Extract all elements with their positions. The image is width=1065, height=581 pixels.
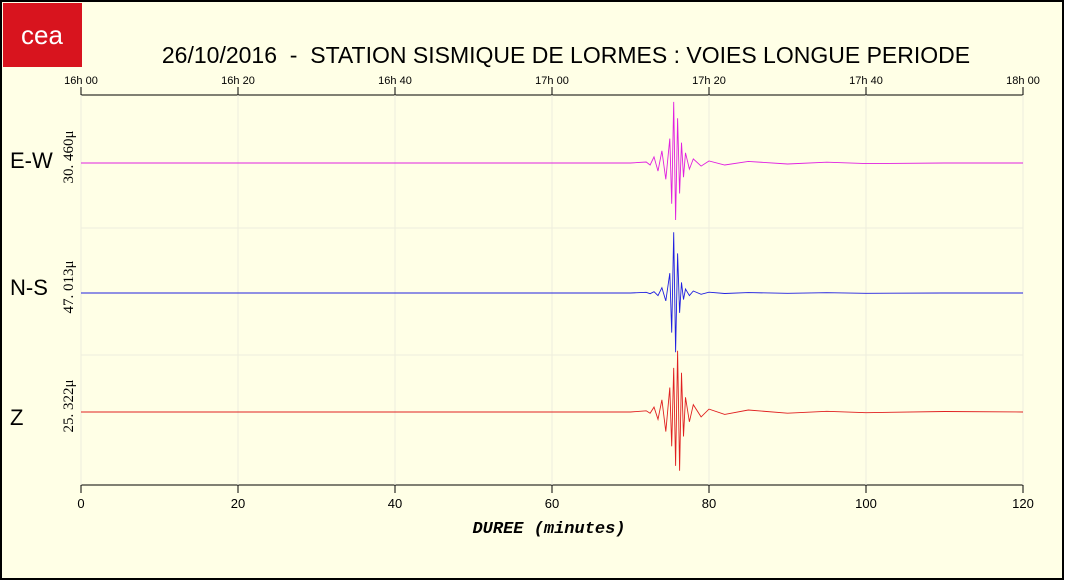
top-tick-label: 17h 20 [692, 75, 726, 87]
chart-title: 26/10/2016 - STATION SISMIQUE DE LORMES … [162, 42, 970, 68]
top-tick-label: 16h 40 [378, 75, 412, 87]
x-axis-title: DUREE (minutes) [472, 520, 625, 539]
x-tick-label: 0 [77, 496, 84, 511]
logo-text: cea [21, 20, 63, 50]
x-tick-label: 20 [231, 496, 245, 511]
trace-name: N-S [10, 275, 48, 300]
trace-scale: 25. 322μ [61, 379, 77, 432]
trace-scale: 47. 013μ [61, 260, 77, 313]
top-tick-label: 17h 00 [535, 75, 569, 87]
trace-name: Z [10, 405, 23, 430]
x-tick-label: 100 [855, 496, 877, 511]
trace-scale: 30. 460μ [61, 130, 77, 183]
x-tick-label: 120 [1012, 496, 1034, 511]
trace-name: E-W [10, 148, 53, 173]
trace [81, 101, 1023, 221]
top-tick-label: 16h 20 [221, 75, 255, 87]
x-tick-label: 80 [702, 496, 716, 511]
logo [3, 3, 82, 67]
top-tick-label: 16h 00 [64, 75, 98, 87]
trace [81, 350, 1024, 471]
trace [81, 232, 1023, 353]
top-tick-label: 17h 40 [849, 75, 883, 87]
x-tick-label: 40 [388, 496, 402, 511]
x-tick-label: 60 [545, 496, 559, 511]
top-tick-label: 18h 00 [1006, 75, 1040, 87]
